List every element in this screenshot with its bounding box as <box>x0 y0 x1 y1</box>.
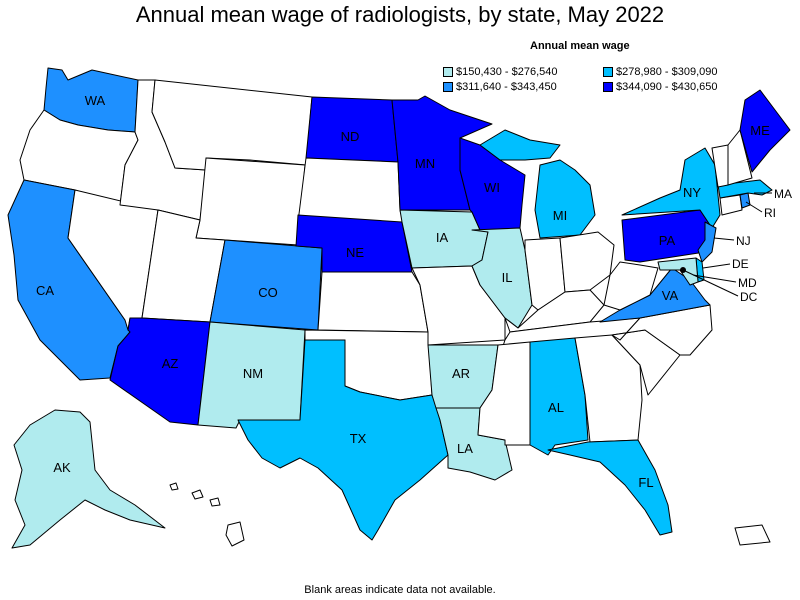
state-KS[interactable] <box>317 271 429 333</box>
label-ME: ME <box>750 123 770 138</box>
callout-DE: DE <box>732 257 749 271</box>
state-MI[interactable] <box>534 159 596 239</box>
legend-swatch-3 <box>443 82 453 92</box>
label-NE: NE <box>346 245 364 260</box>
callout-line-RI <box>745 201 763 213</box>
label-ND: ND <box>341 129 360 144</box>
legend-label-1: $150,430 - $276,540 <box>456 66 558 78</box>
legend-item-2: $278,980 - $309,090 <box>603 66 718 78</box>
label-WA: WA <box>85 93 106 108</box>
callout-NJ: NJ <box>736 234 751 248</box>
label-LA: LA <box>457 441 473 456</box>
label-AR: AR <box>452 366 470 381</box>
state-NY[interactable] <box>621 147 721 229</box>
callout-DC: DC <box>740 290 758 304</box>
legend-item-3: $311,640 - $343,450 <box>443 81 557 93</box>
state-AK[interactable] <box>11 409 166 549</box>
state-NH[interactable] <box>727 129 753 186</box>
label-CA: CA <box>36 283 54 298</box>
legend-swatch-4 <box>603 82 613 92</box>
label-TX: TX <box>350 431 367 446</box>
legend-title: Annual mean wage <box>530 40 630 52</box>
state-OH[interactable] <box>559 231 615 293</box>
territory-PR[interactable] <box>734 524 771 546</box>
label-MI: MI <box>553 208 567 223</box>
legend-swatch-1 <box>443 67 453 77</box>
callout-RI: RI <box>764 206 776 220</box>
state-WV[interactable] <box>603 261 659 311</box>
state-MI-upper[interactable] <box>479 129 561 161</box>
legend-label-3: $311,640 - $343,450 <box>456 81 557 93</box>
label-IL: IL <box>502 270 513 285</box>
legend-swatch-2 <box>603 67 613 77</box>
label-FL: FL <box>638 475 653 490</box>
state-RI[interactable] <box>739 192 751 209</box>
label-IA: IA <box>436 230 449 245</box>
callout-line-DE <box>702 263 731 269</box>
state-WY[interactable] <box>195 157 306 246</box>
callout-MA: MA <box>774 187 792 201</box>
callout-line-NJ <box>713 237 735 241</box>
state-TX[interactable] <box>237 339 449 541</box>
callout-line-DC <box>682 269 739 297</box>
state-CT[interactable] <box>719 194 743 216</box>
label-AZ: AZ <box>162 356 179 371</box>
footnote: Blank areas indicate data not available. <box>304 584 496 596</box>
legend-label-4: $344,090 - $430,650 <box>616 81 718 93</box>
state-ME[interactable] <box>739 89 791 173</box>
label-CO: CO <box>258 285 278 300</box>
label-MN: MN <box>415 156 435 171</box>
legend-label-2: $278,980 - $309,090 <box>616 66 718 78</box>
state-HI[interactable] <box>169 482 245 547</box>
map-title: Annual mean wage of radiologists, by sta… <box>135 2 665 27</box>
label-NY: NY <box>683 185 701 200</box>
label-AL: AL <box>548 400 564 415</box>
callout-MD: MD <box>738 276 757 290</box>
state-MT[interactable] <box>151 79 313 171</box>
label-PA: PA <box>659 233 676 248</box>
label-WI: WI <box>484 180 500 195</box>
state-FL[interactable] <box>547 439 673 536</box>
label-VA: VA <box>662 288 679 303</box>
legend-item-4: $344,090 - $430,650 <box>603 81 718 93</box>
label-AK: AK <box>53 460 71 475</box>
label-NM: NM <box>243 366 263 381</box>
callout-line-MD <box>692 274 737 283</box>
legend-item-1: $150,430 - $276,540 <box>443 66 558 78</box>
state-MD[interactable] <box>657 257 699 286</box>
